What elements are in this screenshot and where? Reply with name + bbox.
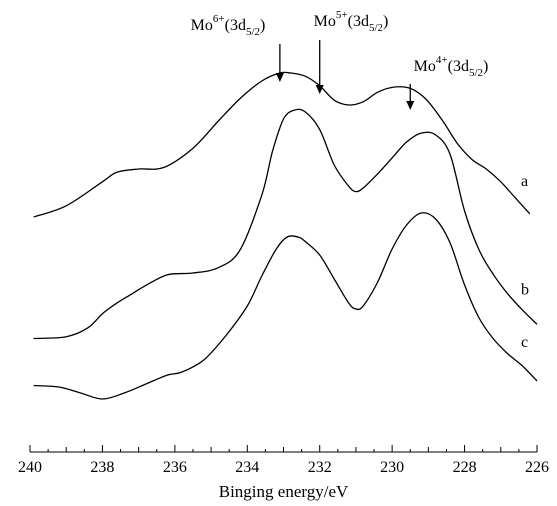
annotation-base: Mo: [314, 13, 336, 30]
annotation-arrow-head: [406, 101, 415, 110]
annotation-base: Mo: [191, 17, 213, 34]
annotation-paren_close: ): [483, 58, 488, 75]
x-ticks: 240 238 236 234 232 230 228 226: [18, 445, 549, 476]
annotation-arrow-head: [275, 73, 284, 82]
annotation-mo-label: Mo4+(3d5/2): [414, 54, 489, 79]
annotation-paren_open: (3d: [225, 17, 246, 34]
series-label-b: b: [521, 281, 529, 298]
annotation-sub: 5/2: [246, 26, 260, 38]
annotation-base: Mo: [414, 58, 436, 75]
annotation-arrow-head: [315, 85, 324, 94]
annotation-paren_close: ): [260, 17, 265, 34]
annotation-sup: 4+: [436, 54, 448, 66]
series-label-c: c: [521, 334, 528, 351]
x-tick-label: 238: [90, 459, 114, 476]
annotations: Mo6+(3d5/2) Mo5+(3d5/2)Mo4+(3d5/2): [191, 9, 489, 110]
series-line-c: [33, 212, 538, 400]
annotation-sup: 6+: [213, 13, 225, 25]
annotation-mo-label: Mo5+(3d5/2): [314, 9, 389, 34]
annotation-paren_open: (3d: [448, 58, 469, 75]
series-group: a b c: [33, 71, 538, 400]
x-tick-label: 232: [308, 459, 332, 476]
x-tick-label: 236: [163, 459, 187, 476]
series-line-b: [33, 108, 538, 340]
x-tick-label: 226: [525, 459, 549, 476]
series-line-a: [33, 71, 531, 218]
annotation-sup: 5+: [336, 9, 348, 21]
x-tick-label: 234: [235, 459, 259, 476]
series-label-a: a: [521, 173, 528, 190]
annotation-sub: 5/2: [469, 67, 483, 79]
annotation-sub: 5/2: [369, 22, 383, 34]
annotation-mo-label: Mo6+(3d5/2): [191, 13, 266, 38]
x-tick-label: 230: [380, 459, 404, 476]
x-axis-title: Binging energy/eV: [219, 482, 349, 501]
x-tick-label: 228: [453, 459, 477, 476]
annotation-paren_close: ): [383, 13, 388, 30]
x-tick-label: 240: [18, 459, 42, 476]
annotation-paren_open: (3d: [348, 13, 369, 30]
